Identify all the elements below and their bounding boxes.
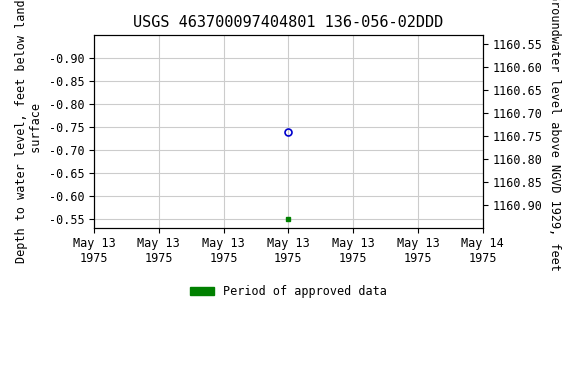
Title: USGS 463700097404801 136-056-02DDD: USGS 463700097404801 136-056-02DDD (133, 15, 444, 30)
Y-axis label: Depth to water level, feet below land
 surface: Depth to water level, feet below land su… (15, 0, 43, 263)
Y-axis label: Groundwater level above NGVD 1929, feet: Groundwater level above NGVD 1929, feet (548, 0, 561, 270)
Legend: Period of approved data: Period of approved data (185, 280, 392, 303)
